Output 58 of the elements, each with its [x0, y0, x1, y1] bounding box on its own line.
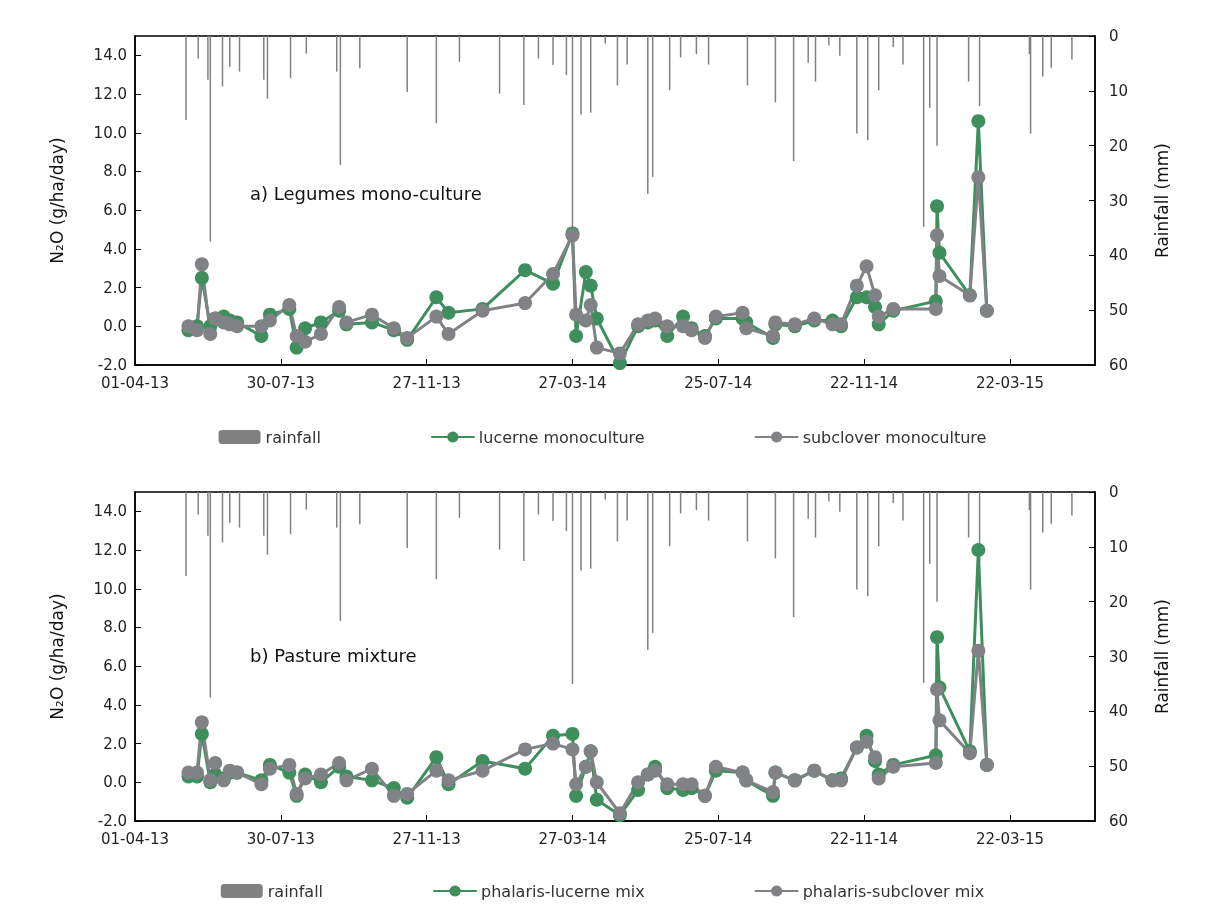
y-tick-label: 10.0	[93, 123, 127, 142]
y2-tick-label: 60	[1109, 356, 1129, 374]
y-tick-label: 6.0	[103, 657, 127, 676]
y2-tick-label: 60	[1109, 812, 1129, 830]
y2-tick-label: 20	[1109, 592, 1129, 611]
y2-axis-title: Rainfall (mm)	[1151, 143, 1172, 258]
y-tick-label: 14.0	[93, 46, 127, 65]
x-tick-label: 27-03-14	[538, 829, 607, 848]
x-tick-label: 01-04-13	[100, 373, 170, 392]
y-tick-label: -2.0	[97, 812, 127, 830]
y-tick-label: 8.0	[103, 162, 127, 181]
y2-tick-label: 20	[1109, 136, 1129, 155]
y-tick-label: 12.0	[93, 85, 127, 104]
x-tick-label: 25-07-14	[684, 373, 753, 392]
y-tick-label: 12.0	[93, 541, 127, 560]
legend-label: rainfall	[267, 881, 324, 901]
y2-tick-label: 10	[1109, 81, 1129, 100]
y-tick-label: -2.0	[97, 356, 127, 374]
x-tick-label: 22-11-14	[830, 829, 899, 848]
y2-axis-title: Rainfall (mm)	[1151, 599, 1172, 714]
x-tick-label: 27-11-13	[392, 829, 461, 848]
y2-tick-label: 10	[1109, 537, 1129, 556]
y2-tick-label: 50	[1109, 301, 1129, 320]
x-tick-label: 22-03-15	[975, 829, 1044, 848]
legend-label: phalaris-lucerne mix	[481, 881, 645, 901]
y2-tick-label: 0	[1109, 483, 1119, 501]
x-tick-label: 27-03-14	[538, 373, 607, 392]
y2-tick-label: 0	[1109, 27, 1119, 45]
annotation: b) Pasture mixture	[250, 644, 417, 666]
x-tick-label: 27-11-13	[392, 373, 461, 392]
y-tick-label: 2.0	[103, 278, 127, 297]
y2-tick-label: 30	[1109, 647, 1129, 666]
y-tick-label: 6.0	[103, 201, 127, 220]
y-tick-label: 0.0	[103, 773, 127, 792]
y-tick-label: 8.0	[103, 618, 127, 637]
legend-label: phalaris-subclover mix	[802, 881, 985, 901]
annotation: a) Legumes mono-culture	[250, 182, 482, 204]
y-tick-label: 10.0	[93, 579, 127, 598]
y2-tick-label: 40	[1109, 702, 1129, 721]
y-tick-label: 14.0	[93, 502, 127, 521]
y2-tick-label: 40	[1109, 246, 1129, 265]
x-tick-label: 22-11-14	[830, 373, 899, 392]
y-axis-title: N₂O (g/ha/day)	[46, 137, 67, 264]
legend-label: subclover monoculture	[802, 427, 987, 447]
y2-tick-label: 50	[1109, 757, 1129, 776]
x-tick-label: 01-04-13	[100, 829, 170, 848]
y-tick-label: 4.0	[103, 695, 127, 714]
x-tick-label: 22-03-15	[975, 373, 1044, 392]
y2-tick-label: 30	[1109, 191, 1129, 210]
y-tick-label: 4.0	[103, 239, 127, 258]
x-tick-label: 30-07-13	[246, 829, 315, 848]
x-tick-label: 30-07-13	[246, 373, 315, 392]
y-tick-label: 0.0	[103, 317, 127, 336]
y-tick-label: 2.0	[103, 734, 127, 753]
legend-label: rainfall	[265, 427, 321, 447]
y-axis-title: N₂O (g/ha/day)	[46, 593, 67, 720]
x-tick-label: 25-07-14	[684, 829, 753, 848]
legend-label: lucerne monoculture	[478, 427, 645, 447]
